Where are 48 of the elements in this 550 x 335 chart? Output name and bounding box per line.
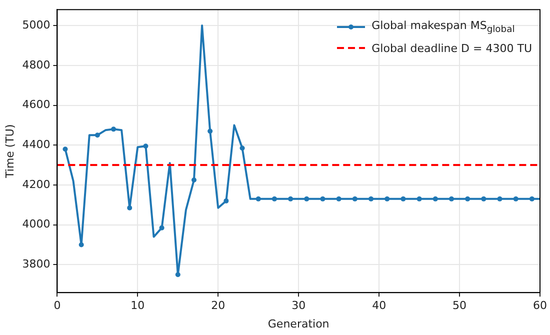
point [272, 196, 277, 202]
x-tick-label: 60 [533, 299, 547, 312]
point [143, 144, 148, 149]
point [94, 132, 100, 138]
y-tick-label: 3800 [22, 258, 50, 271]
y-axis-title: Time (TU) [3, 124, 16, 179]
point [416, 196, 422, 202]
point [288, 196, 294, 202]
y-tick-label: 4800 [22, 58, 50, 72]
y-tick-label: 4400 [22, 138, 50, 151]
point [62, 146, 68, 152]
x-tick-label: 10 [130, 299, 145, 312]
x-tick-label: 40 [372, 299, 386, 312]
point [529, 196, 534, 202]
point [191, 178, 196, 182]
point [159, 225, 164, 230]
point [78, 242, 84, 248]
point [208, 128, 213, 134]
point [481, 196, 486, 202]
point [497, 196, 502, 202]
point [465, 196, 470, 202]
point [400, 196, 406, 202]
point [368, 196, 374, 202]
point [384, 196, 390, 202]
point [513, 196, 518, 202]
legend-label: Global deadline D = 4300 TU [372, 40, 532, 57]
point [336, 196, 342, 202]
point [432, 196, 438, 202]
point [224, 198, 229, 204]
point [320, 196, 326, 202]
point [448, 196, 454, 202]
point [304, 196, 310, 202]
y-tick-label: 4000 [22, 218, 50, 231]
point [111, 126, 116, 132]
legend-label: Global makespan MS$_{global}$ [372, 18, 515, 37]
y-tick-label: 4200 [22, 178, 50, 191]
x-axis-title: Generation [268, 317, 330, 330]
x-tick-label: 0 [54, 299, 61, 312]
point [240, 146, 245, 151]
point [127, 205, 132, 210]
x-tick-label: 50 [452, 299, 467, 312]
x-tick-label: 30 [292, 299, 306, 312]
y-tick-label: 4600 [22, 98, 50, 112]
point [256, 196, 261, 202]
point [175, 272, 180, 278]
y-tick-label: 5000 [22, 18, 50, 32]
point [352, 196, 358, 202]
x-tick-label: 20 [211, 299, 226, 312]
